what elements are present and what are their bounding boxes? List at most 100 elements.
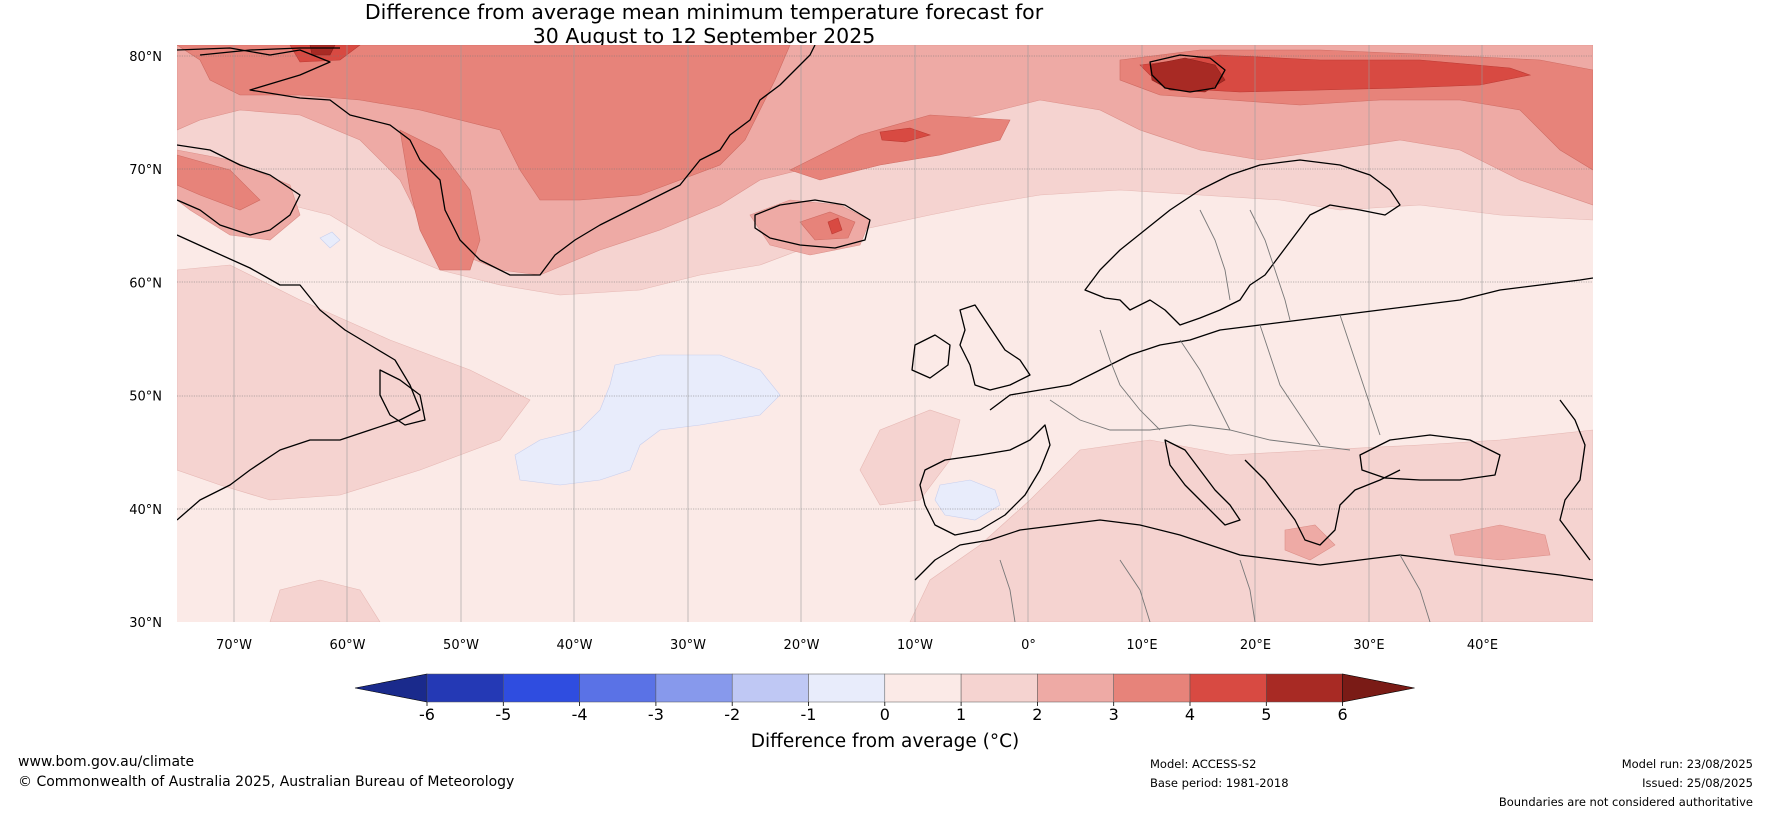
colorbar-swatch-10 [1189,673,1267,703]
coast-britain [959,304,1031,391]
colorbar: -6 -5 -4 -3 -2 -1 0 1 2 3 4 5 6 [354,673,1415,724]
anomaly-region-2-3-aegean [1284,524,1336,561]
colorbar-tick-1: -5 [495,705,511,724]
anomaly-region-cool-iberia [934,479,1001,521]
anomaly-region-3-4-greenland [177,45,791,201]
colorbar-swatch-8 [1037,673,1114,703]
anomaly-region-3-4-east-greenland [399,129,481,271]
colorbar-tick-0: -6 [419,705,435,724]
lat-label-5: 30°N [129,616,162,631]
border-3 [1179,339,1231,431]
lon-label-9: 20°E [1240,638,1271,653]
border-10 [1399,554,1431,622]
country-borders [999,209,1431,622]
coast-scandinavia [1084,159,1401,326]
longitude-labels: 70°W 60°W 50°W 40°W 30°W 20°W 10°W 0° 10°E 20°E 30… [216,638,1498,653]
footer-copyright: © Commonwealth of Australia 2025, Austra… [18,774,515,790]
colorbar-title: Difference from average (°C) [751,731,1019,752]
coast-greenland-west [177,45,816,276]
colorbar-extend-low [354,673,428,703]
lon-label-6: 10°W [897,638,933,653]
coast-north-africa [914,519,1593,581]
colorbar-tick-12: 6 [1338,705,1348,724]
lat-label-4: 40°N [129,503,162,518]
colorbar-swatch-3 [655,673,733,703]
footer-model: Model: ACCESS-S2 [1150,757,1257,771]
colorbar-swatch-5 [808,673,886,703]
colorbar-tick-9: 3 [1109,705,1119,724]
lon-label-11: 40°E [1467,638,1498,653]
coast-balkans-greece [1244,459,1401,546]
colorbar-swatch-7 [960,673,1038,703]
chart-title: Difference from average mean minimum tem… [0,0,1408,48]
footer-base-period: Base period: 1981-2018 [1150,776,1289,790]
colorbar-tick-7: 1 [956,705,966,724]
anomaly-region-cool-labrador [319,231,341,249]
colorbar-tick-6: 0 [880,705,890,724]
anomaly-region-cool-mid-atlantic [514,354,781,486]
anomaly-region-1-2-newfoundland [177,264,531,501]
lon-label-10: 30°E [1353,638,1384,653]
coast-baffin [177,144,301,236]
footer-issued: Issued: 25/08/2025 [1642,776,1753,790]
coast-iceland [754,199,871,249]
border-8 [1119,559,1151,622]
lon-label-1: 60°W [330,638,366,653]
footer-model-run: Model run: 23/08/2025 [1621,757,1753,771]
border-2 [1099,329,1161,431]
lon-label-3: 40°W [557,638,593,653]
coast-labrador [177,234,421,521]
border-6 [1249,209,1291,321]
coast-caspian [1559,399,1591,561]
colorbar-swatch-9 [1113,673,1191,703]
coast-ireland [911,334,951,379]
colorbar-extend-high [1342,673,1415,703]
anomaly-region-3-4-denmark-strait [789,114,1011,181]
border-1 [1049,399,1351,451]
lat-label-1: 70°N [129,163,162,178]
colorbar-tick-11: 5 [1261,705,1271,724]
border-5 [1339,314,1381,436]
anomaly-region-4-5-iceland [827,217,843,235]
lon-label-8: 10°E [1126,638,1157,653]
lon-label-4: 30°W [670,638,706,653]
anomaly-region-4-5-greenland-sea [879,127,931,143]
anomaly-region-3-4-iceland [799,211,856,241]
lat-label-0: 80°N [129,50,162,65]
colorbar-tick-8: 2 [1032,705,1042,724]
colorbar-tick-10: 4 [1185,705,1195,724]
coast-greenland-north [199,47,340,56]
coast-newfoundland [379,369,426,426]
lon-label-7: 0° [1021,638,1036,653]
anomaly-region-3-4-baffin [177,154,261,211]
meridians [233,45,1483,622]
coast-italy [1164,439,1241,526]
colorbar-swatch-2 [579,673,657,703]
anomaly-region-5-6-svalbard [1149,57,1226,93]
footer-disclaimer: Boundaries are not considered authoritat… [1498,795,1753,809]
colorbar-swatch-11 [1266,673,1343,703]
colorbar-swatch-1 [503,673,580,703]
anomaly-region-1-2-iberia [859,409,961,506]
map-panel [177,45,1593,622]
colorbar-swatch-4 [731,673,809,703]
anomaly-region-1-2-mediterranean [909,429,1593,622]
anomaly-region-1-2-south-atlantic [269,579,381,622]
border-4 [1259,324,1321,446]
coast-svalbard [1149,54,1226,93]
colorbar-swatch-6 [884,673,962,703]
colorbar-swatch-0 [426,673,504,703]
border-11 [999,559,1016,622]
lon-label-0: 70°W [216,638,252,653]
lon-label-2: 50°W [443,638,479,653]
border-7 [1199,209,1231,301]
border-9 [1239,559,1256,622]
gridlines [177,55,1593,510]
lat-label-3: 50°N [129,390,162,405]
colorbar-tick-3: -3 [648,705,664,724]
title-line-2: 30 August to 12 September 2025 [532,24,876,48]
colorbar-tick-5: -1 [801,705,817,724]
lon-label-5: 20°W [784,638,820,653]
footer-website[interactable]: www.bom.gov.au/climate [18,754,195,770]
